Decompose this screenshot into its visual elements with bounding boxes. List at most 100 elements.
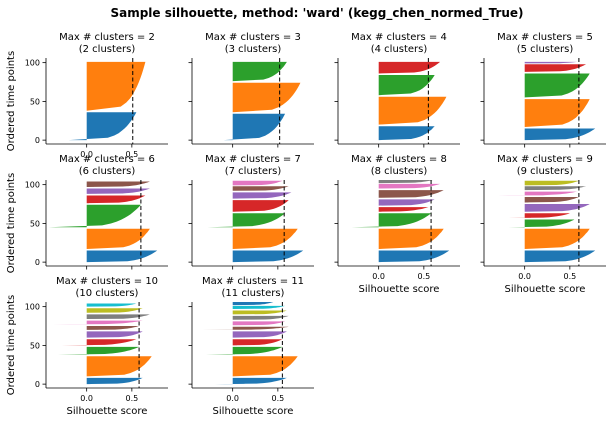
x-tick-label: 0.0: [80, 394, 93, 403]
silhouette-cluster-1: [524, 228, 590, 249]
silhouette-cluster-6: [232, 180, 283, 186]
silhouette-cluster-0: [223, 113, 286, 141]
x-tick-label: 0.5: [417, 272, 430, 281]
silhouette-cluster-6: [232, 321, 286, 326]
panel-title: Max # clusters = 6: [59, 154, 155, 165]
silhouette-cluster-1: [86, 228, 150, 249]
panel-title: Max # clusters = 9: [497, 154, 593, 165]
silhouette-cluster-3: [228, 339, 283, 346]
x-axis-label: Silhouette score: [359, 284, 440, 295]
silhouette-cluster-7: [524, 186, 587, 191]
silhouette-cluster-0: [524, 250, 596, 263]
silhouette-cluster-0: [524, 128, 596, 141]
silhouette-cluster-8: [524, 180, 579, 186]
panel-4: Max # clusters = 5(5 clusters): [480, 32, 606, 148]
panel-subtitle: (11 clusters): [222, 288, 285, 299]
y-tick-label: 0: [35, 258, 40, 267]
x-axis-label: Silhouette score: [67, 406, 148, 417]
y-tick-label: 0: [35, 136, 40, 145]
silhouette-cluster-2: [57, 346, 140, 355]
x-tick-label: 0.5: [125, 394, 138, 403]
panel-3: Max # clusters = 4(4 clusters): [334, 32, 460, 148]
panel-title: Max # clusters = 8: [351, 154, 447, 165]
silhouette-cluster-5: [376, 190, 444, 198]
panel-title: Max # clusters = 4: [351, 32, 447, 43]
silhouette-cluster-1: [232, 82, 301, 113]
silhouette-cluster-2: [207, 213, 286, 228]
silhouette-cluster-8: [86, 308, 143, 313]
silhouette-cluster-4: [86, 331, 143, 338]
silhouette-cluster-0: [214, 377, 287, 385]
silhouette-cluster-2: [48, 204, 141, 228]
x-axis-label: Silhouette score: [505, 284, 586, 295]
silhouette-cluster-3: [524, 64, 587, 72]
y-tick-label: 100: [25, 303, 40, 312]
silhouette-cluster-0: [232, 250, 304, 263]
silhouette-cluster-2: [522, 73, 590, 98]
panel-subtitle: (4 clusters): [371, 44, 428, 55]
panel-subtitle: (10 clusters): [76, 288, 139, 299]
panel-title: Max # clusters = 7: [205, 154, 301, 165]
silhouette-cluster-6: [378, 183, 441, 189]
x-tick-label: 0.0: [80, 150, 93, 159]
silhouette-cluster-1: [524, 99, 590, 127]
panel-subtitle: (7 clusters): [225, 166, 282, 177]
panel-5: Max # clusters = 6(6 clusters) 0 50 100 Orde…: [6, 154, 168, 273]
silhouette-cluster-5: [232, 186, 289, 191]
panel-7: Max # clusters = 8(8 clusters) 0.0 0.5 Silh…: [334, 154, 460, 295]
silhouette-cluster-0: [68, 112, 137, 141]
silhouette-cluster-6: [52, 320, 143, 325]
silhouette-cluster-0: [82, 377, 143, 385]
silhouette-cluster-2: [351, 213, 432, 228]
panel-title: Max # clusters = 2: [59, 32, 155, 43]
silhouette-cluster-3: [61, 339, 137, 346]
silhouette-cluster-3: [230, 200, 289, 212]
y-axis-label: Ordered time points: [6, 51, 17, 151]
silhouette-cluster-0: [86, 250, 158, 263]
x-tick-label: 0.5: [563, 272, 576, 281]
silhouette-cluster-4: [232, 331, 287, 338]
y-tick-label: 50: [30, 219, 40, 228]
silhouette-cluster-2: [205, 346, 283, 355]
y-tick-label: 50: [30, 97, 40, 106]
silhouette-cluster-0: [378, 250, 450, 263]
y-tick-label: 50: [30, 341, 40, 350]
silhouette-cluster-4: [524, 61, 578, 64]
y-axis-label: Ordered time points: [6, 173, 17, 273]
silhouette-cluster-7: [232, 315, 289, 320]
x-tick-label: 0.0: [372, 272, 385, 281]
panel-2: Max # clusters = 3(3 clusters): [188, 32, 314, 148]
panel-title: Max # clusters = 11: [202, 276, 304, 287]
silhouette-cluster-7: [86, 314, 150, 319]
silhouette-cluster-4: [230, 192, 292, 199]
silhouette-cluster-5: [201, 326, 289, 330]
panel-6: Max # clusters = 7(7 clusters): [188, 154, 314, 270]
silhouette-cluster-1: [232, 228, 298, 249]
panel-subtitle: (9 clusters): [517, 166, 574, 177]
x-tick-label: 0.0: [518, 272, 531, 281]
silhouette-cluster-8: [232, 310, 287, 315]
y-tick-label: 0: [35, 380, 40, 389]
silhouette-cluster-2: [508, 219, 575, 228]
silhouette-cluster-7: [378, 180, 433, 184]
y-tick-label: 100: [25, 59, 40, 68]
silhouette-cluster-4: [84, 188, 150, 194]
silhouette-cluster-10: [232, 302, 274, 306]
silhouette-cluster-4: [524, 204, 590, 212]
silhouette-cluster-9: [232, 305, 286, 309]
panel-1: Max # clusters = 2(2 clusters) 0 50 100 0.0 0…: [6, 32, 168, 159]
panel-subtitle: (6 clusters): [79, 166, 136, 177]
silhouette-cluster-2: [230, 61, 287, 82]
panel-9: Max # clusters = 10(10 clusters) 0 50 100 0.…: [6, 276, 168, 417]
x-tick-label: 0.5: [125, 150, 138, 159]
silhouette-cluster-0: [378, 126, 435, 141]
x-axis-label: Silhouette score: [213, 406, 294, 417]
silhouette-cluster-1: [378, 228, 444, 249]
panel-subtitle: (5 clusters): [517, 44, 574, 55]
panel-title: Max # clusters = 5: [497, 32, 593, 43]
silhouette-cluster-6: [497, 191, 578, 196]
silhouette-cluster-1: [232, 356, 298, 377]
silhouette-cluster-3: [378, 61, 441, 74]
x-tick-label: 0.0: [226, 394, 239, 403]
